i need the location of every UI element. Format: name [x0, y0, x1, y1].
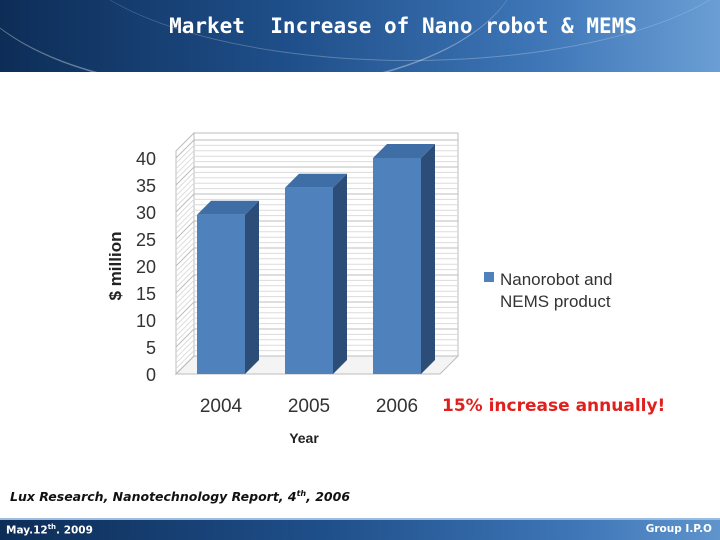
gridline — [175, 161, 458, 180]
x-axis-label: Year — [289, 430, 319, 446]
bar-side — [421, 144, 435, 374]
gridline — [175, 209, 458, 229]
gridline — [175, 317, 458, 337]
gridline — [175, 193, 458, 213]
source-prefix: Lux Research, Nanotechnology Report, 4 — [10, 489, 297, 505]
legend-label-line1: Nanorobot and — [500, 270, 612, 289]
slide-header: Market Increase of Nano robot & MEMS — [0, 0, 720, 72]
gridline — [175, 269, 458, 288]
source-citation: Lux Research, Nanotechnology Report, 4th… — [10, 489, 350, 504]
footer-date: May.12th. 2009 — [6, 523, 93, 537]
gridline — [175, 328, 458, 348]
bar-2006 — [373, 144, 435, 374]
gridline — [175, 220, 458, 240]
y-tick-label: 35 — [136, 176, 156, 196]
bar-side — [245, 200, 259, 374]
gridline — [175, 139, 458, 159]
x-tick-labels: 2004 2005 2006 — [200, 396, 418, 417]
gridline — [175, 150, 458, 170]
legend-swatch — [484, 272, 494, 282]
footer-date-suffix: . 2009 — [56, 524, 93, 537]
y-tick-label: 20 — [136, 257, 156, 277]
header-arc — [60, 0, 720, 61]
gridline — [175, 204, 458, 224]
bar-2004 — [197, 200, 259, 374]
footer-date-sup: th — [47, 523, 57, 531]
gridline — [175, 144, 458, 164]
gridline — [175, 215, 458, 234]
x-tick-label: 2006 — [376, 396, 418, 417]
gridline — [175, 312, 458, 332]
gridline — [175, 355, 458, 375]
source-suffix: , 2006 — [306, 489, 351, 505]
bar-top — [197, 200, 259, 215]
bar-side — [333, 173, 347, 374]
bar-top — [285, 173, 347, 188]
legend: Nanorobot and NEMS product — [484, 270, 612, 311]
gridline — [175, 279, 458, 299]
source-sup: th — [296, 489, 307, 498]
growth-note: 15% increase annually! — [442, 396, 666, 416]
footer-date-prefix: May.12 — [6, 524, 48, 537]
gridline — [175, 344, 458, 364]
gridline — [175, 155, 458, 175]
footer-rule — [0, 518, 720, 520]
bar-front — [373, 158, 421, 374]
x-tick-label: 2005 — [288, 396, 330, 417]
x-tick-label: 2004 — [200, 396, 243, 417]
slide-title: Market Increase of Nano robot & MEMS — [169, 14, 637, 38]
gridline — [175, 290, 458, 310]
y-tick-label: 5 — [146, 338, 156, 358]
gridline — [175, 166, 458, 186]
slide-footer: May.12th. 2009 Group I.P.O — [0, 518, 720, 540]
gridline — [175, 177, 458, 197]
bars — [197, 144, 435, 374]
gridline — [175, 274, 458, 294]
gridline — [175, 306, 458, 326]
y-tick-label: 10 — [136, 311, 156, 331]
footer-group: Group I.P.O — [645, 523, 712, 535]
gridline — [175, 258, 458, 278]
gridline — [175, 171, 458, 191]
bar-front — [285, 187, 333, 374]
y-tick-label: 30 — [136, 203, 156, 223]
y-tick-label: 15 — [136, 284, 156, 304]
gridline — [175, 198, 458, 218]
gridline — [175, 333, 458, 353]
gridline — [175, 339, 458, 359]
y-tick-label: 25 — [136, 230, 156, 250]
y-tick-label: 40 — [136, 149, 156, 169]
gridline — [175, 247, 458, 267]
gridline — [175, 188, 458, 207]
gridline — [175, 350, 458, 369]
legend-label-line2: NEMS product — [500, 292, 611, 311]
y-tick-label: 0 — [146, 365, 156, 385]
gridline — [175, 263, 458, 283]
gridline — [175, 252, 458, 272]
gridline — [175, 242, 458, 261]
gridline — [175, 236, 458, 256]
gridline — [175, 182, 458, 202]
gridline — [175, 296, 458, 315]
bar-top — [373, 144, 435, 158]
gridline — [175, 225, 458, 245]
gridline — [175, 301, 458, 321]
gridline — [175, 231, 458, 251]
gridline — [175, 323, 458, 342]
gridline — [175, 285, 458, 305]
y-tick-labels: 0 5 10 15 20 25 30 35 40 — [136, 149, 156, 385]
bar-front — [197, 214, 245, 374]
bar-2005 — [285, 173, 347, 374]
y-axis-label: $ million — [106, 232, 125, 301]
